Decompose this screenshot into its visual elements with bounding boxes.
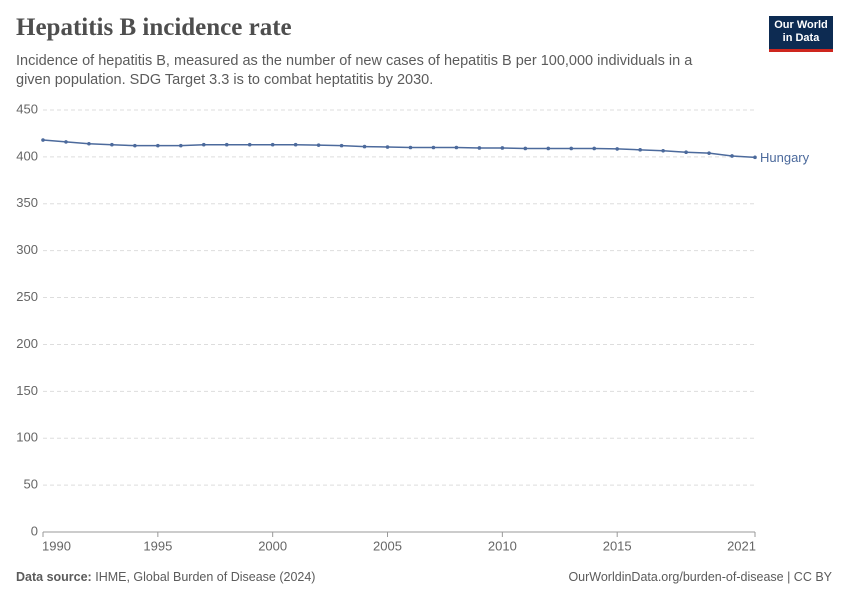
chart-subtitle: Incidence of hepatitis B, measured as th… [16, 53, 693, 88]
y-tick-label: 200 [16, 336, 38, 351]
point [753, 155, 757, 160]
point [224, 142, 229, 147]
y-tick-label: 250 [16, 289, 38, 304]
x-tick-label: 2021 [727, 538, 756, 553]
point [408, 145, 413, 150]
y-tick-label: 400 [16, 148, 38, 163]
x-tick-label: 2005 [373, 538, 402, 553]
point [454, 145, 459, 150]
x-tick-label: 1990 [42, 538, 71, 553]
point [156, 143, 160, 148]
line [42, 139, 756, 159]
y-tick-label: 50 [24, 477, 38, 492]
y-tick-label: 0 [31, 523, 38, 538]
point [339, 143, 344, 148]
point [201, 142, 206, 147]
point [592, 146, 597, 151]
point [110, 142, 114, 147]
x-tick-label: 1995 [143, 538, 172, 553]
x-tick-label: 2010 [488, 538, 517, 553]
point [431, 145, 436, 150]
point [569, 146, 574, 151]
point [293, 142, 298, 147]
point [707, 151, 711, 155]
chart-title: Hepatitis B incidence rate [16, 14, 292, 41]
x-tick-label: 2000 [258, 538, 287, 553]
point [477, 146, 482, 150]
point [523, 146, 528, 151]
point [362, 144, 367, 149]
point [730, 154, 734, 158]
source: Data source: IHME, Global Burden of Dise… [16, 570, 315, 584]
point [179, 143, 183, 148]
logo-line: in Data [782, 32, 820, 44]
point [385, 145, 390, 149]
point [87, 141, 91, 146]
point [661, 148, 665, 153]
y-tick-label: 100 [16, 430, 38, 445]
y-tick-label: 300 [16, 242, 38, 257]
point [316, 143, 321, 147]
logo[interactable]: Our World in Data [769, 16, 833, 52]
point [684, 150, 688, 154]
credit[interactable]: OurWorldinData.org/burden-of-disease | C… [568, 570, 832, 584]
point [615, 147, 619, 151]
series-label: Hungary [760, 150, 810, 165]
point [133, 143, 137, 148]
point [638, 148, 642, 152]
x-tick-label: 2015 [603, 538, 632, 553]
point [247, 142, 252, 147]
y-tick-label: 450 [16, 101, 38, 116]
point [41, 138, 45, 142]
logo-line: Our World [774, 19, 828, 31]
y-tick-label: 350 [16, 195, 38, 210]
point [270, 142, 275, 147]
point [546, 146, 551, 151]
source-text: IHME, Global Burden of Disease (2024) [95, 570, 316, 584]
chart: 0 50 100 150 200 250 300 350 400 450 1990 1995 2000 2… [16, 101, 810, 553]
point [500, 146, 505, 150]
point [64, 140, 68, 144]
y-tick-label: 150 [16, 383, 38, 398]
source-label: Data source: [16, 570, 92, 584]
